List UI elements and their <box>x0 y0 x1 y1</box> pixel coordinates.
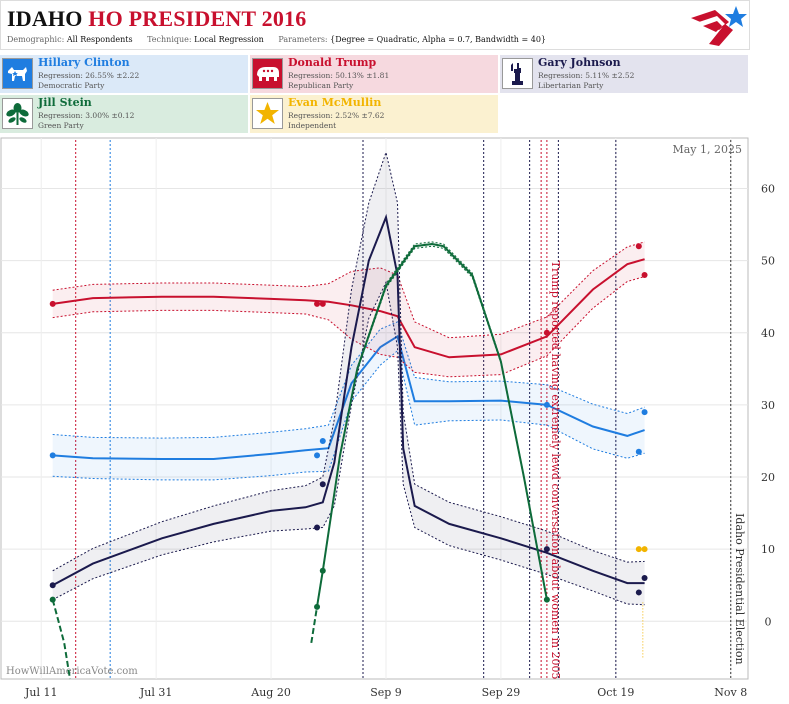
lower-bound-line <box>52 276 645 378</box>
watermark: HowWillAmericaVote.com <box>6 666 138 677</box>
y-tick-label: 50 <box>761 255 775 268</box>
lower-bound-line <box>52 280 645 606</box>
poll-point <box>319 437 326 444</box>
poll-point <box>641 409 648 416</box>
poll-point <box>543 401 550 408</box>
candidate-card-stein: Jill Stein Regression: 3.00% ±0.12 Green… <box>0 95 248 133</box>
parameters-label: Parameters: <box>278 35 328 44</box>
trend-line <box>52 258 645 359</box>
candidate-regression: Regression: 26.55% ±2.22 <box>38 71 140 80</box>
extrapolated-line <box>51 599 71 680</box>
candidate-party: Independent <box>288 121 337 130</box>
x-tick-label: Aug 20 <box>250 686 291 699</box>
poll-point <box>314 603 321 610</box>
y-tick-label: 10 <box>761 543 775 556</box>
poll-point <box>49 300 56 307</box>
candidate-name: Evan McMullin <box>288 96 382 109</box>
candidate-name: Hillary Clinton <box>38 56 130 69</box>
candidate-party: Republican Party <box>288 81 354 90</box>
candidate-party: Green Party <box>38 121 84 130</box>
statue-of-liberty-icon <box>502 58 533 89</box>
plot-area <box>0 137 749 680</box>
poll-point <box>635 243 642 250</box>
x-tick-label: Nov 8 <box>714 686 747 699</box>
series-gary-johnson <box>49 150 648 606</box>
poll-point <box>635 546 642 553</box>
parameters-line: Demographic: All Respondents Technique: … <box>7 35 558 44</box>
confidence-band <box>52 321 645 480</box>
poll-point <box>319 481 326 488</box>
y-tick-label: 60 <box>761 182 775 195</box>
date-stamp: May 1, 2025 <box>672 143 742 156</box>
candidate-party: Libertarian Party <box>538 81 604 90</box>
series-jill-stein <box>49 241 550 680</box>
y-tick-label: 40 <box>761 327 775 340</box>
trend-line <box>52 334 645 460</box>
header: IDAHO HO PRESIDENT 2016 Demographic: All… <box>0 0 750 50</box>
annotation-label: Trump reported having extremely lewd con… <box>549 261 562 680</box>
y-tick-label: 0 <box>765 615 772 628</box>
poll-point <box>319 567 326 574</box>
poll-point <box>49 596 56 603</box>
polling-chart: 0 10 20 30 40 50 60 Jul 11 Jul 31 Aug 20 Sep 9 Sep … <box>0 137 775 699</box>
donkey-icon <box>2 58 33 89</box>
poll-point <box>543 546 550 553</box>
candidate-party: Democratic Party <box>38 81 105 90</box>
x-tick-label: Sep 29 <box>482 686 521 699</box>
series-evan-mcmullin <box>635 546 648 658</box>
poll-point <box>314 452 321 459</box>
candidate-card-johnson: Gary Johnson Regression: 5.11% ±2.52 Lib… <box>500 55 748 93</box>
poll-point <box>49 582 56 589</box>
lower-bound-line <box>52 349 645 481</box>
candidate-regression: Regression: 50.13% ±1.81 <box>288 71 390 80</box>
poll-point <box>635 448 642 455</box>
candidate-name: Gary Johnson <box>538 56 621 69</box>
x-tick-label: Oct 19 <box>597 686 634 699</box>
title-race: HO PRESIDENT 2016 <box>88 6 307 31</box>
trend-line <box>316 242 548 608</box>
candidate-regression: Regression: 3.00% ±0.12 <box>38 111 135 120</box>
candidate-name: Donald Trump <box>288 56 377 69</box>
candidate-name: Jill Stein <box>38 96 92 109</box>
x-tick-label: Jul 11 <box>24 686 58 699</box>
poll-point <box>641 546 648 553</box>
star-icon <box>252 98 283 129</box>
page-title: IDAHO HO PRESIDENT 2016 <box>7 6 306 32</box>
poll-point <box>49 452 56 459</box>
parameters-value: {Degree = Quadratic, Alpha = 0.7, Bandwi… <box>330 35 546 44</box>
poll-point <box>319 300 326 307</box>
x-tick-label: Jul 31 <box>139 686 173 699</box>
upper-bound-line <box>52 321 645 439</box>
series-hillary-clinton <box>49 321 648 481</box>
candidate-card-clinton: Hillary Clinton Regression: 26.55% ±2.22… <box>0 55 248 93</box>
y-tick-label: 20 <box>761 471 775 484</box>
candidate-card-trump: Donald Trump Regression: 50.13% ±1.81 Re… <box>250 55 498 93</box>
confidence-band <box>52 152 645 605</box>
poll-point <box>543 596 550 603</box>
elephant-icon <box>252 58 283 89</box>
poll-point <box>641 272 648 279</box>
extrapolated-line <box>310 606 318 644</box>
annotation-label: Idaho Presidential Election <box>733 513 746 665</box>
candidate-regression: Regression: 5.11% ±2.52 <box>538 71 635 80</box>
trend-line <box>52 213 645 587</box>
leaf-flower-icon <box>2 98 33 129</box>
x-tick-label: Sep 9 <box>370 686 402 699</box>
technique-label: Technique: <box>147 35 192 44</box>
title-state: IDAHO <box>7 6 83 31</box>
upper-bound-line <box>52 150 645 572</box>
poll-point <box>314 300 321 307</box>
candidate-card-mcmullin: Evan McMullin Regression: 2.52% ±7.62 In… <box>250 95 498 133</box>
candidate-regression: Regression: 2.52% ±7.62 <box>288 111 385 120</box>
y-tick-label: 30 <box>761 399 775 412</box>
site-logo-icon <box>691 6 747 46</box>
poll-point <box>641 575 648 582</box>
technique-value: Local Regression <box>194 35 264 44</box>
upper-bound-line <box>52 241 645 339</box>
poll-point <box>543 329 550 336</box>
demographic-value: All Respondents <box>66 35 133 44</box>
poll-point <box>314 524 321 531</box>
demographic-label: Demographic: <box>7 35 65 44</box>
poll-point <box>635 589 642 596</box>
